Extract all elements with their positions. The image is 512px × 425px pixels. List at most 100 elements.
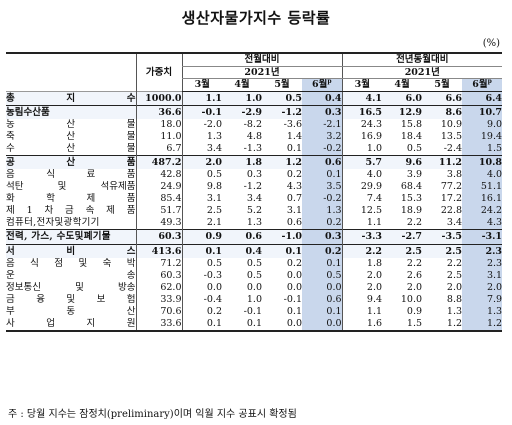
table-row: 전력, 가스, 수도및폐기물 60.3 0.9 0.6 -1.0 0.3 -3.3 -2.7-… [6,228,503,244]
mom-value: 1.0 [246,294,262,305]
mom-value: -1.0 [262,228,302,244]
mom-value: 0.4 [302,90,343,105]
row-label: 석탄 및 석유제품 [6,181,136,192]
yoy-value: -3.5 [422,228,463,244]
mom-value: 0.0 [181,281,222,294]
yoy-value: 10.0 [400,294,423,305]
mom-value: 1.3 [246,217,262,228]
yoy-value: 8.6 [422,104,463,119]
weight-cell: 36.6 [135,104,182,119]
yoy-value: -2.7 [382,228,423,244]
mom-value: 0.1 [286,306,302,317]
yoy-value: 1.2 [422,317,463,332]
yoy-value: 19.4 [462,130,503,143]
mom-value: 0.2 [302,243,343,258]
row-label: 금 융 및 보 험 [6,294,136,305]
yoy-value: 1.1 [341,305,383,318]
mom-value: 3.2 [302,130,343,143]
table-row: 화 학 제 품 85.4 3.1 3.4 0.7 -0.2 7.4 15.3 17.2 16.1 [6,192,503,205]
mom-value: 0.0 [302,281,343,294]
mom-value: 0.3 [302,104,343,119]
row-label: 화 학 제 품 [6,193,136,204]
yoy-value: 9.6 [382,154,423,169]
mom-value: 0.5 [246,270,262,281]
yoy-value: 1.5 [462,142,503,155]
mom-value: 1.8 [222,154,262,169]
price-index-table: 가중치 전월대비 전년동월대비 2021년 2021년 3월 4월 5월 6월p… [6,52,503,332]
yoy-value: 10.8 [462,154,503,169]
weight-cell: 6.7 [135,142,182,155]
table-row: 운 송 60.3 -0.3 0.5 0.0 0.5 2.0 2.6 2.5 3.1 [6,269,503,282]
yoy-year-header: 2021년 [341,66,503,79]
mom-value: 0.1 [302,168,343,181]
yoy-value: 77.2 [440,181,463,192]
mom-value: 0.3 [302,228,343,244]
table-row: 제 1 차 금 속 제 품 51.7 2.5 5.2 3.1 1.3 12.5 18.9 22.… [6,204,503,217]
mom-value: 1.3 [302,204,343,217]
yoy-value: 1.0 [341,142,383,155]
yoy-value: 4.0 [341,168,383,181]
yoy-value: 24.3 [341,118,383,131]
table-row: 사 업 지 원 33.6 0.1 0.1 0.0 0.0 1.6 1.5 1.2 1.2 [6,317,503,332]
yoy-value: 16.9 [341,130,383,143]
row-label: 사 업 지 원 [6,317,136,332]
yoy-value: 13.5 [440,131,463,142]
yoy-value: 8.8 [446,294,463,305]
table-row: 농 산 물 18.0 -2.0 -8.2 -3.6 -2.1 24.3 15.8 10.9 9.0 [6,118,503,131]
yoy-value: 1.3 [462,305,503,318]
yoy-value: 3.9 [406,169,423,180]
weight-cell: 60.3 [135,269,182,282]
mom-year-header: 2021년 [181,66,343,79]
weight-cell: 51.7 [135,204,182,217]
row-label: 총 지 수 [6,90,136,105]
yoy-value: 2.5 [422,243,463,258]
yoy-value: 2.2 [446,258,463,269]
yoy-value: 10.9 [440,119,463,130]
mom-value: 0.5 [181,257,222,270]
row-label: 농 산 물 [6,119,136,130]
weight-cell: 487.2 [135,154,182,169]
row-label: 부 동 산 [6,306,136,317]
yoy-value: 2.2 [341,243,383,258]
mom-value: -0.2 [302,192,343,205]
table-row: 서 비 스 413.6 0.1 0.4 0.1 0.2 2.2 2.5 2.5 2.3 [6,243,503,258]
yoy-value: 29.9 [341,180,383,193]
mom-value: -2.9 [222,104,262,119]
mom-value: 1.4 [286,131,302,142]
yoy-value: 15.3 [400,193,423,204]
mom-value: 0.5 [246,258,262,269]
table-row: 농림수산품 36.6 -0.1 -2.9 -1.2 0.3 16.5 12.9 8.6 10.7 [6,104,503,119]
yoy-value: 3.1 [462,269,503,282]
mom-value: 0.3 [246,169,262,180]
weight-cell: 49.3 [135,216,182,229]
table-row: 금 융 및 보 험 33.9 -0.4 1.0 -0.1 0.6 9.4 10.0 8.8 7.9 [6,293,503,306]
table-row: 축 산 물 11.0 1.3 4.8 1.4 3.2 16.9 18.4 13.5 19.4 [6,130,503,143]
row-label: 음 식 점 및 숙 박 [6,258,136,269]
row-label: 제 1 차 금 속 제 품 [6,205,136,216]
row-label: 서 비 스 [6,243,136,258]
mom-value: 0.2 [181,305,222,318]
table-row: 수 산 물 6.7 3.4 -1.3 0.1 -0.2 1.0 0.5 -2.4 1.5 [6,142,503,155]
mom-value: 1.0 [222,90,262,105]
mom-value: 0.1 [181,243,222,258]
mom-value: -1.3 [243,143,262,154]
mom-value: 0.9 [181,228,222,244]
yoy-month-header: 5월 [422,78,463,92]
yoy-value: -2.4 [443,143,463,154]
yoy-value: 2.2 [406,217,423,228]
yoy-value: 4.0 [462,168,503,181]
yoy-value: 2.0 [406,282,423,293]
table-row: 총 지 수 1000.0 1.1 1.0 0.5 0.4 4.1 6.0 6.6 6.4 [6,90,503,105]
yoy-group-header: 전년동월대비 [341,52,503,67]
yoy-value: 7.4 [341,192,383,205]
mom-value: 0.0 [262,317,302,332]
mom-value: 0.5 [302,269,343,282]
mom-value: 0.0 [286,270,302,281]
mom-value: -8.2 [243,119,262,130]
yoy-month-header-current: 6월p [462,78,503,92]
weight-cell: 70.6 [135,305,182,318]
yoy-value: 9.4 [341,293,383,306]
yoy-value: 15.8 [400,119,423,130]
mom-value: 0.5 [181,168,222,181]
mom-value: 3.4 [181,142,222,155]
